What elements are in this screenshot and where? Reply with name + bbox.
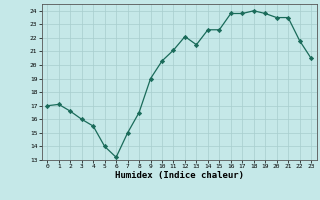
X-axis label: Humidex (Indice chaleur): Humidex (Indice chaleur) — [115, 171, 244, 180]
